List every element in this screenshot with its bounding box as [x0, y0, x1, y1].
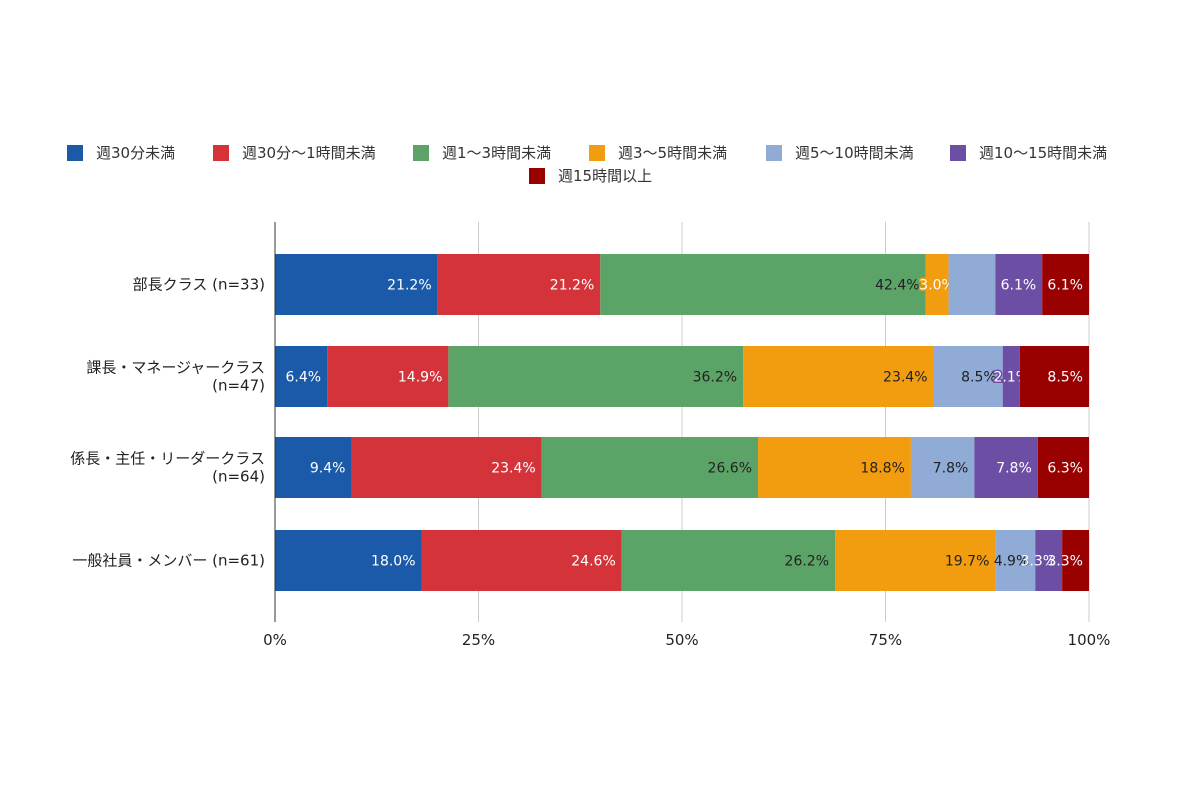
bar-segment	[1062, 530, 1089, 591]
bar-segment	[437, 254, 601, 315]
data-label: 6.3%	[1047, 461, 1083, 477]
data-label: 18.0%	[371, 554, 415, 570]
data-label: 18.8%	[860, 461, 904, 477]
data-label: 3.3%	[1047, 554, 1083, 570]
bar-segment	[995, 530, 1036, 591]
legend-label: 週15時間以上	[558, 167, 652, 185]
x-tick-label: 100%	[1068, 631, 1111, 649]
bar-segment	[758, 437, 911, 498]
legend-swatch	[213, 145, 229, 161]
bar-segment	[933, 346, 1003, 407]
data-label: 23.4%	[491, 461, 535, 477]
legend-swatch	[589, 145, 605, 161]
legend-label: 週1〜3時間未満	[442, 144, 551, 162]
legend-swatch	[67, 145, 83, 161]
data-label: 6.1%	[1001, 278, 1037, 294]
legend-item: 週5〜10時間未満	[766, 144, 914, 162]
x-tick-label: 25%	[462, 631, 495, 649]
legend-label: 週10〜15時間未満	[979, 144, 1107, 162]
data-label: 14.9%	[398, 370, 442, 386]
category-label: 課長・マネージャークラス	[86, 359, 265, 377]
category-label: 部長クラス (n=33)	[133, 276, 265, 294]
data-label: 6.4%	[286, 370, 322, 386]
bar-segment	[743, 346, 934, 407]
data-label: 21.2%	[550, 278, 594, 294]
bar-segment	[600, 254, 926, 315]
data-label: 7.8%	[996, 461, 1032, 477]
bar-segment	[327, 346, 449, 407]
bar-segment	[948, 254, 996, 315]
data-label: 6.1%	[1047, 278, 1083, 294]
bar-segment	[974, 437, 1038, 498]
data-label: 19.7%	[945, 554, 989, 570]
bar-segment	[275, 437, 352, 498]
bar-segment	[275, 254, 438, 315]
bar-segment	[1037, 437, 1089, 498]
legend-item: 週3〜5時間未満	[589, 144, 727, 162]
data-label: 26.2%	[785, 554, 829, 570]
legend-label: 週3〜5時間未満	[618, 144, 727, 162]
bar-segment	[275, 346, 328, 407]
bar-segment	[1019, 346, 1089, 407]
x-tick-label: 50%	[665, 631, 698, 649]
legend-label: 週30分未満	[96, 144, 175, 162]
legend-label: 週5〜10時間未満	[795, 144, 914, 162]
data-label: 3.3%	[1021, 554, 1057, 570]
data-label: 9.4%	[310, 461, 346, 477]
category-label: 一般社員・メンバー (n=61)	[72, 552, 265, 570]
bar-segment	[275, 530, 422, 591]
legend-item: 週30分未満	[67, 144, 175, 162]
x-tick-label: 0%	[263, 631, 287, 649]
legend-label: 週30分〜1時間未満	[242, 144, 376, 162]
data-label: 23.4%	[883, 370, 927, 386]
bar-segment	[541, 437, 759, 498]
data-label: 42.4%	[875, 278, 919, 294]
bar-segment	[1002, 346, 1020, 407]
bar-segment	[1035, 530, 1063, 591]
bar-segment	[910, 437, 975, 498]
legend-item: 週15時間以上	[529, 167, 652, 185]
data-label: 4.9%	[994, 554, 1030, 570]
data-label: 26.6%	[708, 461, 752, 477]
bar-segment	[421, 530, 622, 591]
category-label: (n=47)	[212, 377, 265, 395]
data-label: 7.8%	[933, 461, 969, 477]
legend-item: 週1〜3時間未満	[413, 144, 551, 162]
bar-segment	[621, 530, 836, 591]
data-label: 8.5%	[1047, 370, 1083, 386]
legend-item: 週10〜15時間未満	[950, 144, 1107, 162]
x-axis-ticks: 0% 25% 50% 75% 100%	[263, 631, 1110, 649]
data-label: 8.5%	[961, 370, 997, 386]
bar-segment	[351, 437, 542, 498]
category-label: 係長・主任・リーダークラス	[70, 450, 265, 468]
legend: 週30分未満 週30分〜1時間未満 週1〜3時間未満 週3〜5時間未満 週5〜10時間未…	[67, 144, 1107, 185]
x-tick-label: 75%	[869, 631, 902, 649]
bar-segment	[995, 254, 1043, 315]
bars: 21.2% 21.2% 42.4% 3.0% 6.1% 6.1% 6.4% 14.9% 36.2…	[275, 254, 1089, 591]
legend-swatch	[950, 145, 966, 161]
bar-segment	[448, 346, 744, 407]
category-label: (n=64)	[212, 468, 265, 486]
data-label: 36.2%	[693, 370, 737, 386]
legend-item: 週30分〜1時間未満	[213, 144, 376, 162]
bar-segment	[1042, 254, 1089, 315]
legend-swatch	[766, 145, 782, 161]
legend-swatch	[529, 168, 545, 184]
bar-segment	[925, 254, 949, 315]
data-label: 21.2%	[387, 278, 431, 294]
bar-segment	[835, 530, 996, 591]
category-labels: 部長クラス (n=33) 課長・マネージャークラス(n=47) 係長・主任・リーダー…	[70, 276, 265, 570]
data-label: 3.0%	[919, 278, 955, 294]
legend-swatch	[413, 145, 429, 161]
data-label: 24.6%	[571, 554, 615, 570]
